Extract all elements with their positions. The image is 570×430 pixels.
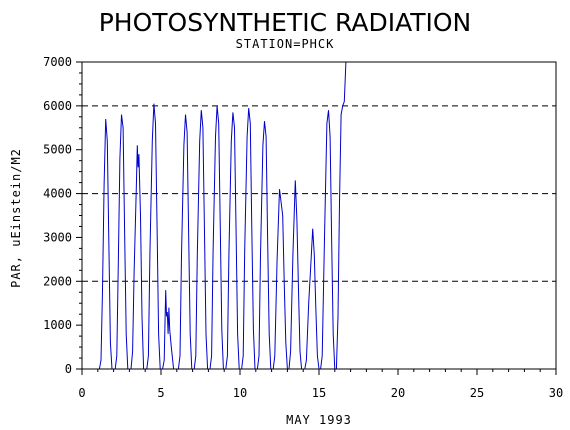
y-tick-label: 6000 (43, 99, 72, 113)
x-tick-label: 15 (312, 386, 326, 400)
y-tick-label: 5000 (43, 143, 72, 157)
y-tick-label: 7000 (43, 55, 72, 69)
plot-frame (81, 61, 557, 370)
x-tick-label: 10 (233, 386, 247, 400)
x-tick-label: 0 (78, 386, 85, 400)
y-tick-label: 0 (65, 362, 72, 376)
y-axis-ticks: 0 1000 2000 3000 4000 5000 6000 7000 (43, 55, 82, 376)
y-tick-label: 3000 (43, 230, 72, 244)
x-axis-ticks: 0 5 10 15 20 25 30 (78, 369, 563, 400)
y-tick-label: 1000 (43, 318, 72, 332)
y-tick-label: 4000 (43, 187, 72, 201)
y-axis-label: PAR, uEinstein/M2 (9, 148, 23, 288)
chart-subtitle: STATION=PHCK (236, 37, 335, 51)
x-axis-label: MAY 1993 (286, 413, 352, 427)
series-line-0 (97, 61, 347, 370)
y-tick-label: 2000 (43, 274, 72, 288)
x-tick-label: 30 (549, 386, 563, 400)
chart-title: PHOTOSYNTHETIC RADIATION (99, 8, 472, 37)
x-tick-label: 25 (470, 386, 484, 400)
series-group (97, 61, 347, 370)
x-tick-label: 5 (157, 386, 164, 400)
reference-lines (82, 105, 556, 282)
x-tick-label: 20 (391, 386, 405, 400)
